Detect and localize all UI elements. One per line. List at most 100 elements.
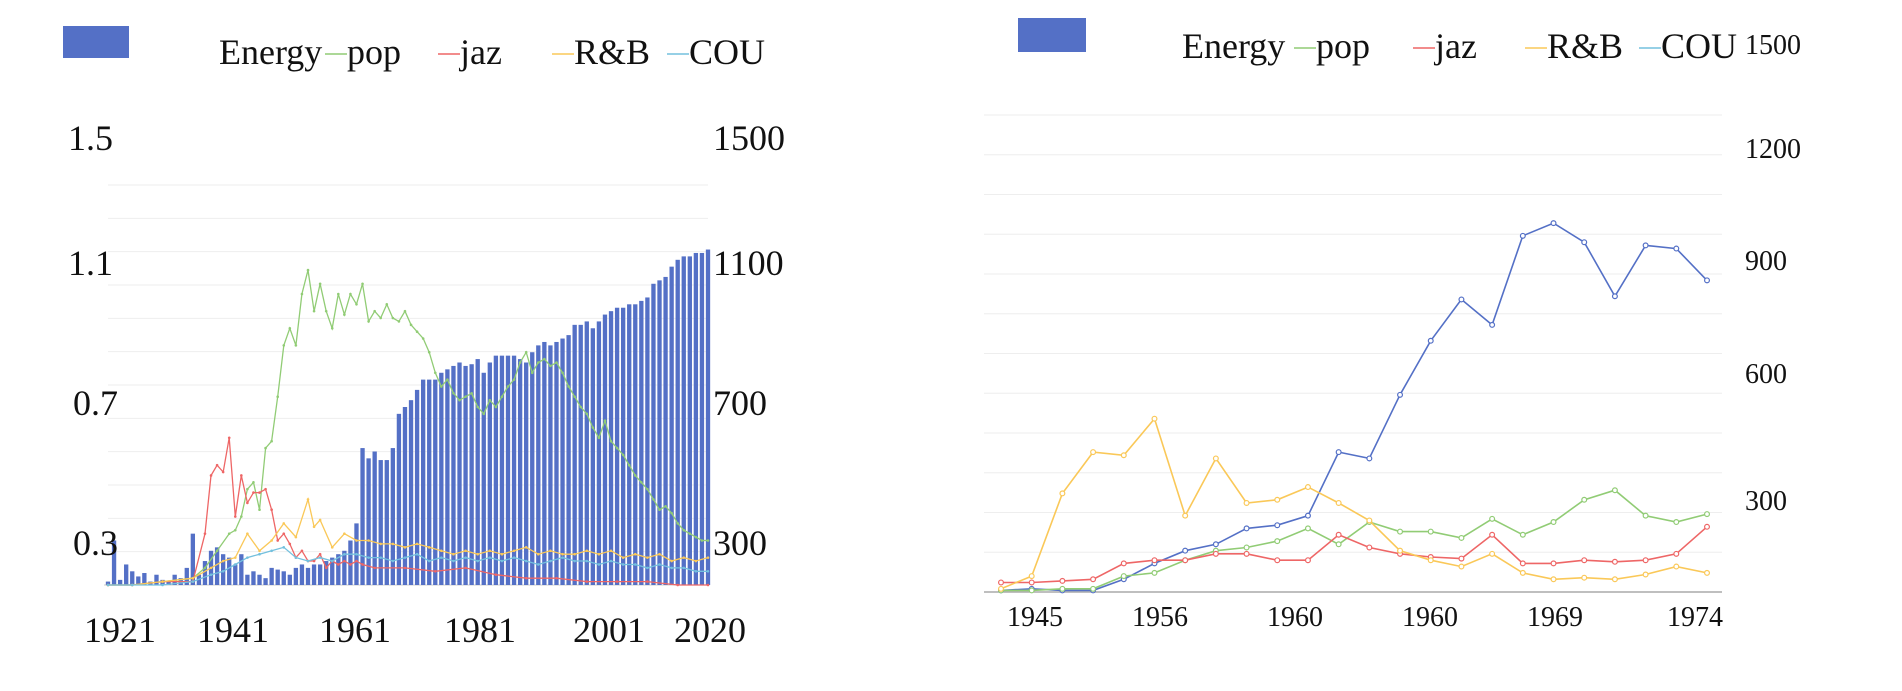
series-point-energy	[1182, 547, 1189, 554]
series-point-jaz	[209, 474, 213, 477]
series-point-pop	[464, 395, 467, 399]
series-point-rb	[573, 552, 576, 556]
series-point-cou	[524, 559, 528, 563]
series-point-jaz	[276, 539, 279, 542]
legend-swatch-energy[interactable]	[63, 26, 129, 58]
series-point-rb	[658, 552, 661, 556]
series-point-pop	[549, 364, 552, 368]
energy-bar	[620, 307, 626, 585]
series-point-pop	[1489, 515, 1496, 522]
series-point-jaz	[1489, 531, 1496, 538]
series-point-rb	[464, 549, 467, 553]
legend-label-rb: R&B	[1547, 26, 1623, 66]
series-point-cou	[427, 559, 431, 563]
x-axis-tick: 1974	[1667, 602, 1723, 633]
series-point-pop	[603, 419, 607, 422]
series-point-cou	[670, 566, 673, 570]
series-point-jaz	[1059, 577, 1066, 584]
series-point-energy	[1458, 296, 1465, 303]
x-axis-tick: 1960	[1402, 602, 1458, 633]
energy-bar	[499, 355, 505, 585]
series-point-pop	[664, 504, 667, 508]
energy-bar	[220, 554, 226, 585]
series-point-energy	[1581, 239, 1588, 246]
series-point-cou	[343, 552, 346, 556]
series-point-pop	[633, 474, 637, 477]
series-point-cou	[415, 552, 419, 556]
energy-bar	[408, 400, 414, 585]
energy-bar	[627, 304, 632, 585]
energy-bar	[614, 307, 620, 585]
series-point-pop	[306, 268, 310, 272]
energy-bar	[590, 328, 596, 585]
series-point-pop	[270, 439, 273, 443]
series-point-rb	[609, 549, 613, 553]
legend-label-energy: Energy	[219, 32, 322, 72]
series-point-pop	[300, 292, 304, 296]
series-point-pop	[579, 405, 583, 409]
series-point-rb	[1151, 415, 1158, 422]
series-point-pop	[1427, 528, 1434, 535]
energy-bar	[596, 321, 602, 585]
series-point-cou	[476, 559, 479, 563]
series-point-jaz	[1673, 550, 1680, 557]
series-point-rb	[1059, 490, 1066, 497]
series-point-rb	[1212, 455, 1219, 462]
energy-bar	[293, 567, 299, 585]
series-point-rb	[1642, 571, 1649, 578]
x-axis-tick: 1941	[197, 610, 269, 650]
series-point-jaz	[264, 487, 267, 491]
energy-bar	[608, 311, 614, 585]
energy-bar	[560, 338, 565, 585]
energy-bar	[669, 266, 674, 585]
series-line-cou	[108, 546, 708, 586]
energy-bar	[111, 540, 117, 585]
series-point-cou	[694, 570, 698, 573]
series-point-jaz	[676, 583, 679, 587]
series-point-rb	[682, 556, 686, 559]
series-point-cou	[258, 552, 261, 556]
right-axis-tick: 1200	[1745, 134, 1801, 165]
series-point-pop	[585, 412, 589, 416]
energy-bar	[578, 324, 583, 585]
legend-label-cou: COU	[1661, 26, 1737, 66]
x-axis-tick: 1956	[1132, 602, 1188, 633]
series-point-jaz	[1120, 560, 1127, 567]
series-point-jaz	[494, 573, 498, 577]
series-point-pop	[488, 398, 492, 402]
energy-bar	[275, 569, 280, 585]
energy-bar	[263, 578, 268, 585]
energy-bar	[336, 554, 341, 585]
series-point-pop	[555, 361, 558, 364]
series-point-rb	[330, 546, 334, 549]
series-point-pop	[591, 426, 595, 429]
series-point-energy	[1673, 245, 1680, 252]
series-point-cou	[609, 559, 613, 563]
series-point-jaz	[1028, 579, 1035, 586]
series-point-pop	[1059, 585, 1066, 592]
series-point-rb	[537, 552, 540, 556]
energy-bar	[299, 564, 305, 585]
series-point-rb	[1335, 499, 1342, 506]
series-point-cou	[221, 570, 225, 573]
energy-bar	[493, 355, 499, 585]
energy-bar	[463, 365, 468, 585]
series-point-energy	[1243, 525, 1250, 532]
energy-bar	[378, 460, 383, 585]
series-point-jaz	[646, 580, 649, 583]
series-point-cou	[379, 556, 383, 559]
series-point-rb	[379, 542, 383, 546]
series-point-pop	[494, 405, 498, 409]
series-point-cou	[294, 556, 298, 559]
series-point-pop	[597, 436, 601, 440]
series-point-pop	[446, 378, 449, 381]
series-point-energy	[1274, 522, 1281, 529]
legend-swatch-energy[interactable]	[1018, 18, 1086, 52]
series-point-rb	[415, 542, 419, 546]
series-point-rb	[1243, 499, 1250, 506]
series-point-jaz	[555, 576, 558, 580]
series-point-jaz	[1151, 557, 1158, 564]
series-point-pop	[458, 398, 461, 402]
energy-bar	[366, 458, 371, 585]
series-point-rb	[343, 532, 346, 535]
